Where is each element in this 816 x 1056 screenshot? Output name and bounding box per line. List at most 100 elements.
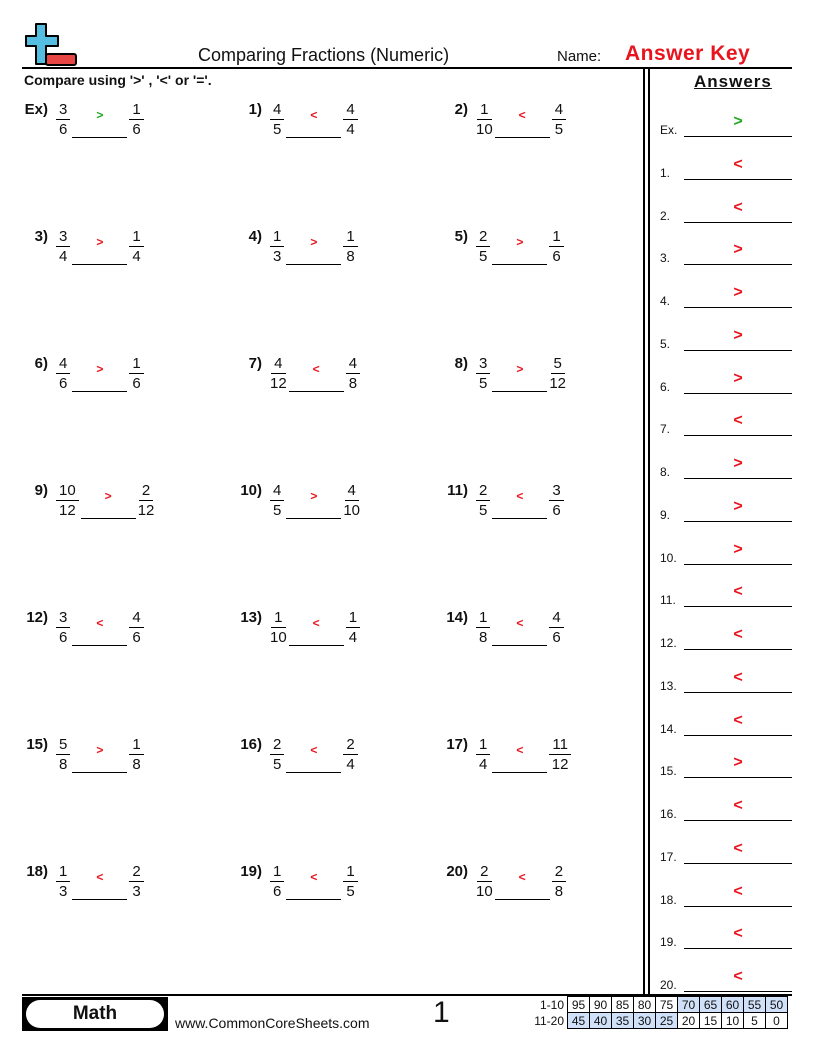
score-cell: 75 (655, 996, 678, 1013)
denominator: 4 (346, 756, 355, 773)
answer-label: 4. (660, 294, 671, 308)
denominator: 4 (346, 121, 355, 138)
answer-row: 4. > (660, 284, 792, 308)
denominator: 5 (346, 883, 355, 900)
denominator: 4 (479, 756, 488, 773)
answer-row: 9. > (660, 498, 792, 522)
denominator: 8 (59, 756, 68, 773)
answer-row: 10. > (660, 541, 792, 565)
answer-value: < (684, 798, 792, 821)
answer-symbol: < (96, 870, 104, 884)
numerator: 4 (129, 609, 144, 628)
numerator: 1 (477, 101, 492, 120)
denominator: 10 (476, 883, 493, 900)
answer-symbol: < (312, 362, 320, 376)
numerator: 1 (129, 736, 144, 755)
answer-row: 19. < (660, 925, 792, 950)
answer-symbol: < (312, 616, 320, 630)
answer-value: > (684, 327, 792, 351)
numerator: 10 (56, 482, 79, 501)
answer-symbol: > (104, 489, 112, 503)
denominator: 6 (132, 121, 141, 138)
problem-label: 14) (446, 609, 468, 626)
answer-label: 17. (660, 849, 677, 864)
numerator: 3 (56, 228, 71, 247)
problem-label: 13) (240, 609, 262, 626)
fraction-left: 1 10 (268, 609, 289, 647)
problem-label: 20) (446, 863, 468, 880)
problem-label: 2) (454, 101, 468, 118)
numerator: 1 (270, 228, 285, 247)
denominator: 5 (479, 375, 488, 392)
problem-label: 6) (34, 355, 48, 372)
answer-label: 9. (660, 507, 671, 522)
numerator: 1 (345, 609, 361, 628)
denominator: 6 (59, 629, 68, 646)
answer-value: < (684, 926, 792, 950)
answer-symbol: < (516, 616, 524, 630)
numerator: 3 (476, 355, 491, 374)
answer-row: 2. < (660, 199, 792, 223)
answer-blank: > (72, 355, 128, 392)
denominator: 4 (132, 248, 141, 265)
answer-value: < (684, 156, 792, 180)
answer-row: 12. < (660, 626, 792, 650)
answer-blank: < (286, 101, 342, 138)
numerator: 2 (343, 736, 358, 755)
answer-row: 17. < (660, 840, 792, 864)
page-title: Comparing Fractions (Numeric) (198, 45, 450, 65)
problem-label: Ex) (24, 101, 48, 118)
denominator: 5 (554, 121, 564, 138)
answer-blank: < (288, 609, 344, 646)
answer-label: 7. (660, 422, 671, 437)
denominator: 8 (346, 248, 355, 265)
answer-label: 20. (660, 978, 677, 992)
numerator: 5 (550, 355, 565, 374)
score-cell: 10 (721, 1012, 744, 1029)
denominator: 3 (273, 248, 282, 265)
score-cell: 80 (633, 996, 656, 1013)
score-cell: 50 (765, 996, 788, 1013)
denominator: 3 (59, 883, 68, 900)
answer-blank: > (492, 228, 548, 265)
answer-label: 5. (660, 336, 671, 351)
answer-blank: < (492, 482, 548, 519)
answer-blank: < (288, 355, 344, 392)
answer-blank: < (492, 736, 548, 773)
answer-value: > (684, 242, 792, 266)
answer-value: > (684, 498, 792, 522)
denominator: 8 (348, 375, 358, 392)
fraction-left: 1 10 (474, 101, 495, 139)
score-cell: 30 (633, 1012, 656, 1029)
problem-label: 18) (26, 863, 48, 880)
answer-row: 11. < (660, 583, 792, 608)
answer-row: 15. > (660, 754, 792, 779)
problem-label: 15) (26, 736, 48, 753)
answer-label: 15. (660, 764, 677, 779)
name-value: Answer Key (625, 42, 751, 65)
denominator: 6 (132, 629, 141, 646)
fraction-right: 4 10 (341, 482, 362, 520)
numerator: 4 (343, 101, 358, 120)
denominator: 12 (270, 375, 287, 392)
score-cell: 20 (677, 1012, 700, 1029)
column-divider (643, 68, 645, 995)
score-cell: 45 (567, 1012, 590, 1029)
